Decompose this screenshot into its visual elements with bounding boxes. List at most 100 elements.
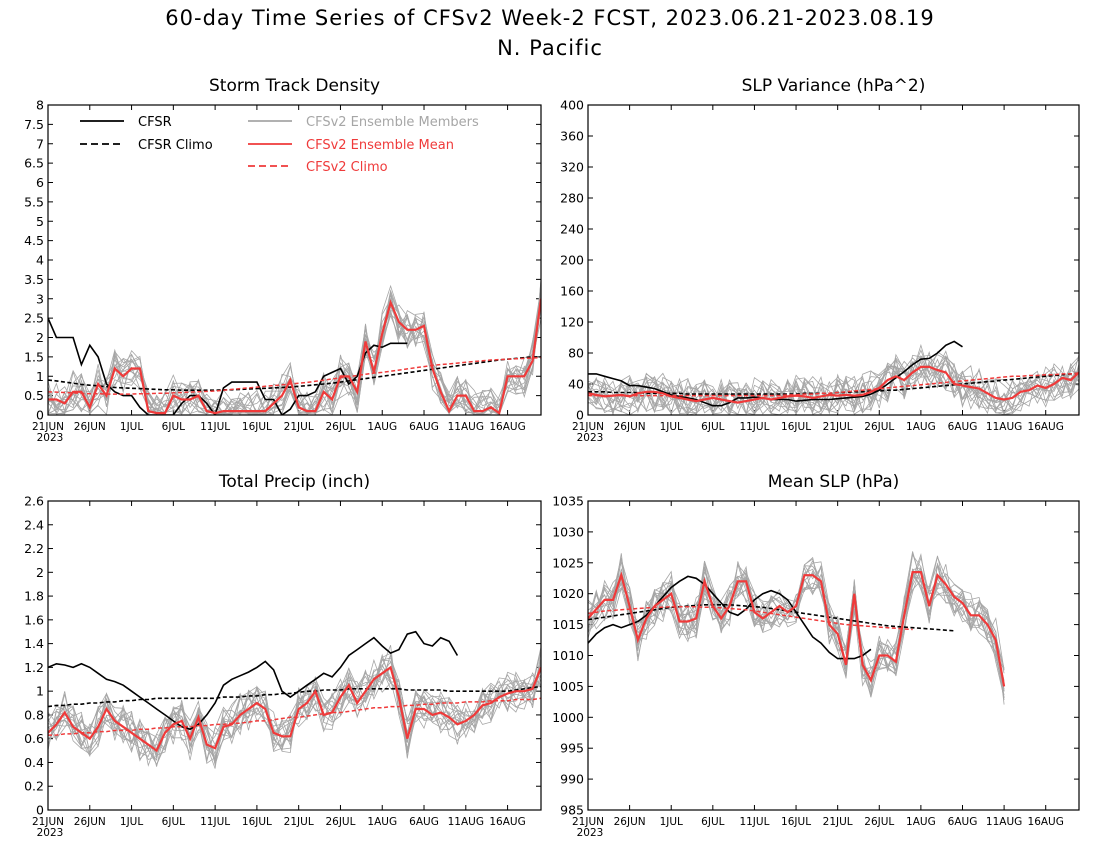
y-tick-label: 7.5 — [24, 117, 44, 132]
y-tick-label: 5.5 — [24, 194, 44, 209]
cfsv2-climo-line — [588, 605, 913, 631]
panel-frame — [587, 104, 1080, 416]
y-tick-label: 995 — [560, 741, 584, 756]
y-tick-label: 1.4 — [24, 636, 44, 651]
y-tick-label: 1035 — [552, 494, 584, 509]
y-tick-label: 200 — [560, 253, 584, 268]
y-tick-label: 0.2 — [24, 779, 44, 794]
x-tick-label: 11JUL — [200, 816, 230, 828]
y-tick-label: 240 — [560, 222, 584, 237]
cfsr-line — [48, 630, 459, 731]
y-tick-label: 1 — [36, 684, 44, 699]
x-tick-label: 21JUL — [284, 421, 314, 433]
ensemble-member-line — [48, 293, 541, 415]
cfsv2-climo-line — [48, 697, 541, 736]
y-tick-label: 3 — [36, 291, 44, 306]
x-tick-label: 6JUL — [701, 421, 724, 433]
x-tick-label: 21JUL — [823, 421, 853, 433]
x-tick-label: 6JUL — [162, 421, 185, 433]
x-tick-label: 16AUG — [489, 816, 525, 828]
x-tick-label: 11JUL — [200, 421, 230, 433]
legend-label-cfsr: CFSR — [138, 115, 172, 130]
panel-3: Total Precip (inch) 0 0.2 0.4 0.6 0.8 1 1.2 1.4 1… — [24, 472, 542, 839]
y-tick-label: 1.6 — [24, 612, 44, 627]
y-tick-label: 2 — [36, 330, 44, 345]
panel-frame — [47, 500, 542, 811]
ensemble-member-line — [48, 304, 541, 415]
x-tick-label: 6AUG — [409, 816, 439, 828]
cfsv2-climo-line — [588, 372, 1079, 397]
x-tick-label: 21JUL — [284, 816, 314, 828]
x-tick-label: 1JUL — [660, 421, 683, 433]
x-tick-label: 1AUG — [367, 816, 397, 828]
panel-frame — [47, 104, 542, 416]
x-tick-label: 26JUN — [74, 421, 106, 433]
cfsv2-climo-line — [48, 356, 541, 395]
panel-title: SLP Variance (hPa^2) — [742, 76, 926, 96]
x-tick-label: 11AUG — [448, 421, 484, 433]
y-tick-label: 2 — [36, 565, 44, 580]
figure-subtitle: N. Pacific — [497, 36, 603, 60]
ensemble-member-line — [588, 354, 1079, 415]
cfsr-climo-line — [588, 603, 955, 632]
panel-2: SLP Variance (hPa^2) 0 40 80 120 160 200 240 280… — [560, 76, 1080, 444]
legend-label-mean: CFSv2 Ensemble Mean — [306, 138, 454, 153]
y-tick-label: 6.5 — [24, 156, 44, 171]
y-tick-label: 1025 — [552, 555, 584, 570]
y-tick-label: 8 — [36, 98, 44, 113]
x-tick-label: 26JUL — [864, 816, 894, 828]
x-tick-label: 21JUN — [572, 421, 604, 433]
y-tick-label: 1015 — [552, 617, 584, 632]
panel-1: Storm Track Density 0 0.5 1 1.5 2 2.5 3 3.5 4 4.5 5… — [24, 76, 542, 444]
panel-title: Mean SLP (hPa) — [768, 472, 900, 492]
cfsr-climo-line — [48, 685, 541, 708]
y-tick-label: 160 — [560, 284, 584, 299]
ensemble-member-line — [48, 654, 541, 763]
x-tick-label: 16JUL — [242, 816, 272, 828]
legend-label-members: CFSv2 Ensemble Members — [306, 115, 479, 130]
ensemble-member-line — [48, 279, 541, 415]
plot-area — [48, 630, 541, 769]
x-tick-label: 11JUL — [739, 421, 769, 433]
y-tick-label: 2.5 — [24, 311, 44, 326]
ensemble-member-line — [588, 564, 1005, 698]
panel-4: Mean SLP (hPa) 985 990 995 1000 1005 1010 1015 1… — [552, 472, 1080, 839]
x-tick-label: 6AUG — [948, 816, 978, 828]
x-tick-label: 21JUN — [32, 421, 64, 433]
y-tick-label: 4.5 — [24, 233, 44, 248]
cfsv2-mean-line — [48, 665, 541, 753]
y-tick-label: 0.5 — [24, 388, 44, 403]
x-year-label: 2023 — [37, 432, 64, 444]
x-tick-label: 1JUL — [120, 421, 143, 433]
x-tick-label: 6JUL — [701, 816, 724, 828]
x-tick-label: 16JUL — [781, 816, 811, 828]
figure-title: 60-day Time Series of CFSv2 Week-2 FCST,… — [165, 6, 935, 30]
y-tick-label: 6 — [36, 175, 44, 190]
cfsr-line — [588, 575, 872, 660]
x-tick-label: 11AUG — [448, 816, 484, 828]
x-tick-label: 16AUG — [1028, 421, 1064, 433]
x-tick-label: 1JUL — [660, 816, 683, 828]
y-tick-label: 120 — [560, 315, 584, 330]
panel-title: Storm Track Density — [209, 76, 380, 96]
plot-area — [588, 340, 1079, 415]
legend: CFSR CFSR Climo CFSv2 Ensemble Members CFSv… — [80, 115, 479, 175]
cfsv2-mean-line — [588, 570, 1006, 687]
ensemble-member-line — [588, 555, 1005, 696]
x-tick-label: 1AUG — [906, 421, 936, 433]
y-tick-label: 990 — [560, 772, 584, 787]
y-tick-label: 5 — [36, 214, 44, 229]
y-tick-label: 1.8 — [24, 589, 44, 604]
cfsr-climo-line — [48, 356, 541, 392]
y-tick-label: 0.8 — [24, 707, 44, 722]
y-tick-label: 3.5 — [24, 272, 44, 287]
x-tick-label: 6AUG — [948, 421, 978, 433]
x-tick-label: 11AUG — [986, 421, 1022, 433]
x-tick-label: 6JUL — [162, 816, 185, 828]
y-tick-label: 7 — [36, 136, 44, 151]
x-tick-label: 16JUL — [242, 421, 272, 433]
x-tick-label: 26JUL — [325, 816, 355, 828]
ensemble-member-line — [48, 653, 541, 762]
